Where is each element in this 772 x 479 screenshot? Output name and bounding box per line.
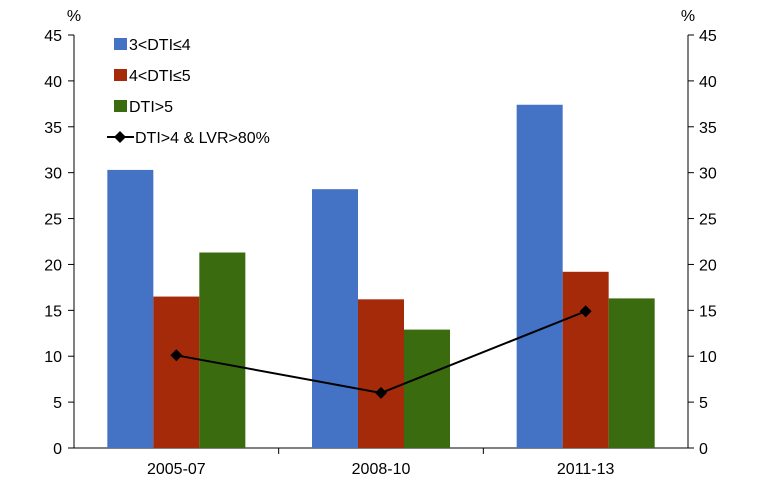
y-tick-label-right: 5 [699,395,708,412]
y-unit-label-right: % [681,8,695,25]
bar-2 [153,296,200,448]
y-tick-label-left: 20 [44,257,62,274]
y-tick-label-right: 35 [699,120,717,137]
line-series [170,305,592,399]
bar-3 [404,329,450,448]
bar-1 [107,169,154,448]
y-tick-label-right: 20 [699,257,717,274]
y-tick-label-left: 0 [53,441,62,458]
y-tick-label-left: 5 [53,395,62,412]
bar-3 [199,252,246,448]
y-tick-label-left: 15 [44,303,62,320]
y-tick-label-left: 25 [44,212,62,229]
bar-1 [312,189,358,449]
x-tick-label: 2008-10 [352,461,411,478]
bar-2 [562,271,609,448]
line-marker [170,349,183,362]
line-marker [579,305,592,318]
legend-label: 3<DTI≤4 [129,37,191,54]
y-tick-label-left: 30 [44,166,62,183]
legend-swatch [114,38,127,50]
x-tick-label: 2005-07 [147,461,206,478]
y-tick-label-left: 45 [44,28,62,45]
y-tick-label-right: 40 [699,74,717,91]
y-tick-label-left: 40 [44,74,62,91]
axes: 0 0 5 5 10 10 15 15 20 20 25 25 30 30 35 35 40 40 45 45% % 20… [44,8,717,478]
bar-2 [358,299,404,448]
y-tick-label-right: 45 [699,28,717,45]
y-tick-label-left: 10 [44,349,62,366]
bars [107,104,655,449]
y-tick-label-right: 15 [699,303,717,320]
legend-label: DTI>5 [129,99,173,116]
legend-marker [114,131,126,143]
x-tick-label: 2011-13 [557,461,615,478]
y-tick-label-right: 25 [699,212,717,229]
legend-swatch [114,69,127,81]
bar-3 [608,298,655,448]
legend-label: DTI>4 & LVR>80% [135,130,270,147]
y-tick-label-right: 10 [699,349,717,366]
y-unit-label-left: % [67,8,81,25]
bar-1 [516,104,563,449]
legend-swatch [114,100,127,112]
y-tick-label-left: 35 [44,120,62,137]
y-tick-label-right: 0 [699,441,708,458]
legend: 3<DTI≤4 4<DTI≤5 DTI>5 DTI>4 & LVR>80% [107,37,270,147]
line-marker [375,386,387,399]
legend-label: 4<DTI≤5 [129,68,191,85]
y-tick-label-right: 30 [699,166,717,183]
